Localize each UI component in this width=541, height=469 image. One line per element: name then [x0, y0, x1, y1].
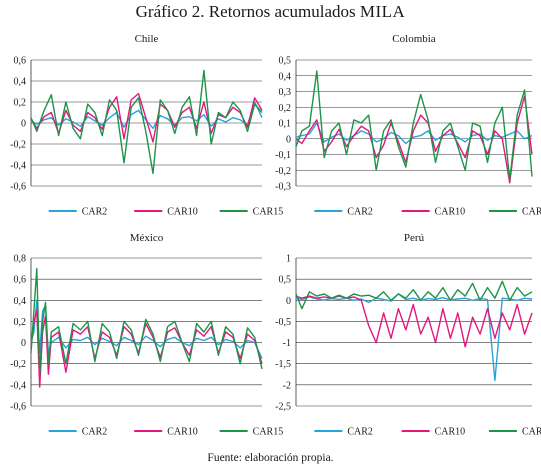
chart-title-mexico: México [130, 232, 164, 244]
legend-label-car15: CAR15 [522, 427, 541, 438]
y-tick-label: 0,6 [14, 56, 27, 67]
series-line-car15 [30, 69, 263, 175]
chart-panel-peru: Perú -2,5 -2 -1,5 -1 -0,5 0 0,5 1 CAR2 CAR10 CAR15 [275, 232, 541, 438]
figure-source: Fuente: elaboración propia. [207, 452, 334, 464]
y-tick-label: -1,5 [275, 359, 291, 370]
chart-panel-colombia: Colombia -0,3 -0,2 -0,1 0 0,1 0,2 0,3 0,4 0,5 CAR2… [275, 33, 541, 218]
y-tick-label: -0,4 [10, 161, 26, 172]
y-tick-label: -0,3 [275, 182, 291, 193]
y-tick-label: 0 [286, 296, 291, 307]
y-tick-label: -0,2 [10, 359, 26, 370]
legend-chile: CAR2 CAR10 CAR15 [48, 207, 284, 218]
series-line-car2 [295, 293, 533, 382]
y-tick-label: -2 [283, 380, 291, 391]
y-tick-label: -0,1 [275, 150, 291, 161]
y-tick-label: -0,2 [275, 166, 291, 177]
y-tick-label: 1 [286, 254, 291, 265]
legend-label-car2: CAR2 [347, 427, 373, 438]
series-line-car15 [295, 70, 533, 181]
chart-title-chile: Chile [135, 33, 159, 45]
y-tick-label: 0 [21, 338, 26, 349]
legend-label-car10: CAR10 [435, 207, 466, 218]
legend-label-car10: CAR10 [167, 427, 198, 438]
y-tick-label: 0 [21, 119, 26, 130]
legend-label-car2: CAR2 [347, 207, 373, 218]
series-line-car15 [295, 280, 533, 310]
y-tick-label: 0,5 [279, 275, 292, 286]
legend-colombia: CAR2 CAR10 CAR15 [314, 207, 541, 218]
legend-label-car15: CAR15 [522, 207, 541, 218]
chart-panel-chile: Chile -0,6 -0,4 -0,2 0 0,2 0,4 0,6 CAR2 CAR10 CAR1… [10, 33, 283, 218]
y-tick-label: 0,5 [279, 56, 292, 67]
legend-peru: CAR2 CAR10 CAR15 [314, 427, 541, 438]
y-tick-label: 0,4 [14, 296, 27, 307]
figure-title: Gráfico 2. Retornos acumulados MILA [0, 2, 541, 22]
y-tick-label: -0,6 [10, 182, 26, 193]
y-tick-label: 0,4 [279, 71, 292, 82]
series-line-car10 [295, 95, 533, 184]
y-tick-label: 0,8 [14, 254, 27, 265]
series-line-car15 [30, 267, 263, 375]
legend-label-car15: CAR15 [253, 207, 284, 218]
y-tick-label: -0,2 [10, 140, 26, 151]
legend-label-car15: CAR15 [253, 427, 284, 438]
y-tick-label: 0,2 [279, 103, 292, 114]
y-tick-label: 0,2 [14, 317, 27, 328]
y-tick-label: -0,6 [10, 402, 26, 413]
y-tick-label: -2,5 [275, 402, 291, 413]
y-tick-label: -1 [283, 338, 291, 349]
y-tick-label: 0 [286, 134, 291, 145]
figure-title-mila: MILA [359, 2, 406, 21]
y-tick-label: -0,5 [275, 317, 291, 328]
legend-label-car2: CAR2 [82, 207, 108, 218]
chart-panel-mexico: México -0,6 -0,4 -0,2 0 0,2 0,4 0,6 0,8 CAR2 CAR10… [10, 232, 283, 438]
chart-title-peru: Perú [404, 232, 425, 244]
legend-label-car10: CAR10 [435, 427, 466, 438]
y-tick-label: 0,6 [14, 275, 27, 286]
chart-title-colombia: Colombia [392, 33, 436, 45]
y-tick-label: 0,4 [14, 77, 27, 88]
figure-title-main: Gráfico 2. Retornos acumulados [135, 2, 356, 21]
y-tick-label: -0,4 [10, 380, 26, 391]
y-tick-label: 0,1 [279, 119, 292, 130]
legend-label-car10: CAR10 [167, 207, 198, 218]
y-tick-label: 0,2 [14, 98, 27, 109]
legend-mexico: CAR2 CAR10 CAR15 [48, 427, 284, 438]
legend-label-car2: CAR2 [82, 427, 108, 438]
y-tick-label: 0,3 [279, 87, 292, 98]
